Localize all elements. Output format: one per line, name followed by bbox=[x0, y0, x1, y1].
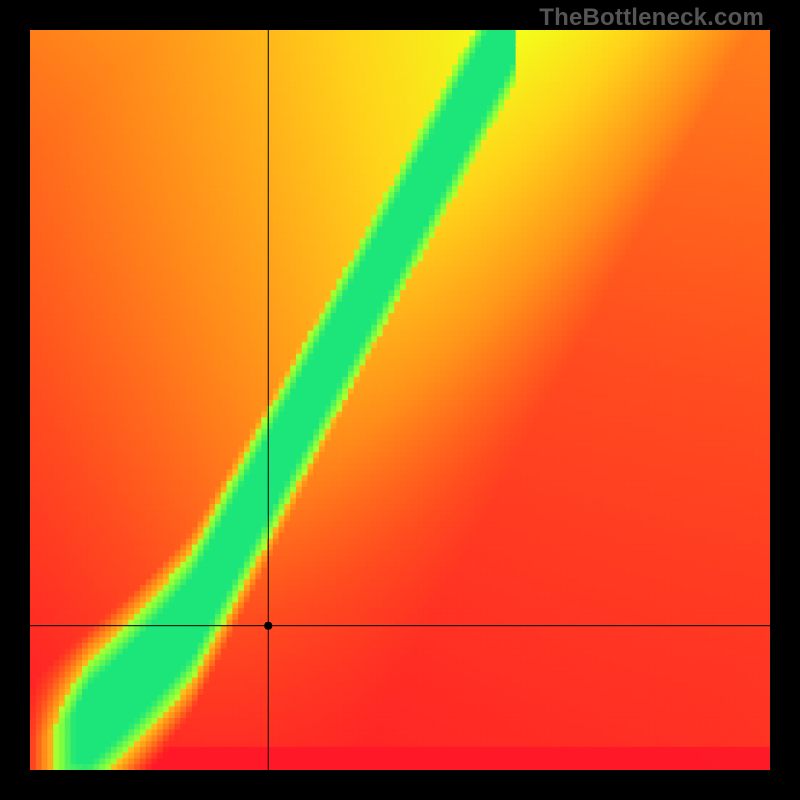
chart-stage: { "canvas": { "width_px": 800, "height_p… bbox=[0, 0, 800, 800]
crosshair-overlay bbox=[0, 0, 800, 800]
watermark-text: TheBottleneck.com bbox=[539, 4, 764, 32]
